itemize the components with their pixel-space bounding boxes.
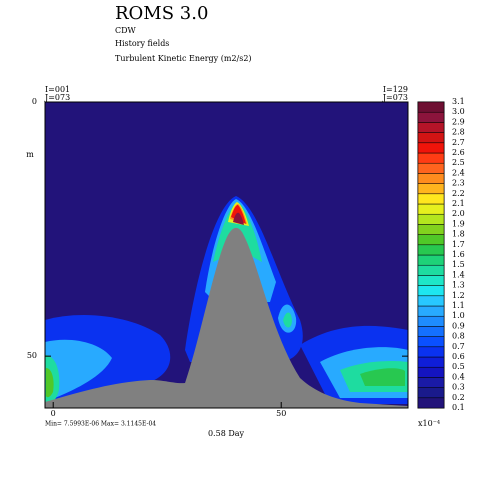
colorbar-box — [417, 234, 445, 246]
colorbar-label: 2.3 — [452, 179, 465, 188]
colorbar-box — [417, 295, 445, 307]
colorbar-label: 0.4 — [452, 372, 465, 381]
colorbar-label: 1.9 — [452, 219, 465, 228]
colorbar-label: 1.2 — [452, 291, 465, 300]
x-axis-label: 0.58 Day — [208, 429, 245, 438]
colorbar-box — [417, 132, 445, 144]
colorbar-box — [417, 264, 445, 276]
corner-label: I=001 — [45, 85, 70, 94]
colorbar-box — [417, 111, 445, 123]
colorbar-label: 0.9 — [452, 321, 465, 330]
colorbar-label: 0.6 — [452, 352, 465, 361]
colorbar-box — [417, 173, 445, 184]
annotation: Turbulent Kinetic Energy (m2/s2) — [115, 54, 252, 63]
colorbar-label: 2.1 — [452, 199, 465, 208]
colorbar-label: 2.8 — [452, 128, 465, 137]
colorbar-label: 1.6 — [452, 250, 465, 259]
colorbar-label: 0.3 — [452, 383, 465, 392]
colorbar-label: 1.0 — [452, 311, 465, 320]
colorbar-box — [417, 366, 445, 378]
colorbar-box — [417, 254, 445, 266]
colorbar-box — [417, 213, 445, 225]
colorbar-label: 2.0 — [452, 209, 465, 218]
colorbar-label: 0.7 — [452, 342, 465, 351]
colorbar-box — [417, 193, 445, 205]
colorbar-label: 2.7 — [452, 138, 465, 147]
colorbar-box — [417, 315, 445, 327]
colorbar-box — [417, 326, 445, 337]
colorbar-box — [417, 224, 445, 235]
plot-frame — [44, 101, 409, 409]
annotation: History fields — [115, 39, 169, 48]
x-tick-label: 0 — [51, 409, 56, 418]
colorbar-box — [417, 183, 445, 195]
colorbar-label: 0.5 — [452, 362, 465, 371]
contour-fill — [283, 312, 292, 328]
colorbar-label: 2.9 — [452, 117, 465, 126]
colorbar-label: 2.5 — [452, 158, 465, 167]
colorbar-label: 0.8 — [452, 332, 465, 341]
colorbar-label: 1.5 — [452, 260, 465, 269]
colorbar-box — [417, 203, 445, 215]
corner-label: I=129 — [383, 85, 408, 94]
colorbar-box — [417, 305, 445, 317]
contour-fill — [233, 212, 244, 225]
colorbar-label: 2.6 — [452, 148, 465, 157]
colorbar-box — [417, 122, 445, 133]
bathymetry — [45, 227, 408, 408]
colorbar-box — [417, 285, 445, 297]
colorbar-label: 1.8 — [452, 230, 465, 239]
subtitle: CDW — [115, 26, 137, 35]
chart-title: ROMS 3.0 — [115, 3, 208, 24]
colorbar-box — [417, 336, 445, 348]
colorbar-box — [417, 387, 445, 399]
colorbar-label: 1.3 — [452, 281, 465, 290]
colorbar-label: 1.1 — [452, 301, 465, 310]
colorbar-box — [417, 101, 445, 113]
corner-label: J=073 — [382, 93, 408, 102]
colorbar-scale: x10⁻⁴ — [418, 419, 440, 428]
colorbar-label: 2.4 — [452, 168, 465, 177]
colorbar-box — [417, 142, 445, 154]
y-axis-label: m — [26, 150, 34, 159]
colorbar-box — [417, 346, 445, 358]
colorbar-label: 2.2 — [452, 189, 465, 198]
colorbar-label: 1.7 — [452, 240, 465, 249]
colorbar-box — [417, 356, 445, 368]
colorbar-label: 3.0 — [452, 107, 465, 116]
contour-fill — [45, 339, 112, 402]
y-tick-label: 0 — [32, 97, 37, 106]
range-text: Min= 7.5993E-06 Max= 3.1145E-04 — [45, 421, 156, 428]
corner-label: J=073 — [44, 93, 70, 102]
colorbar-box — [417, 162, 445, 174]
colorbar-label: 0.1 — [452, 403, 465, 412]
colorbar-box — [417, 275, 445, 286]
contour-fill — [46, 368, 54, 398]
x-tick-label: 50 — [276, 409, 286, 418]
colorbar-label: 1.4 — [452, 270, 465, 279]
colorbar-label: 3.1 — [452, 97, 465, 106]
colorbar-box — [417, 244, 445, 256]
colorbar-box — [417, 397, 445, 409]
colorbar-label: 0.2 — [452, 393, 465, 402]
contour-fill — [360, 368, 405, 386]
y-tick-label: 50 — [27, 351, 37, 360]
colorbar-box — [417, 152, 445, 164]
colorbar-box — [417, 377, 445, 388]
